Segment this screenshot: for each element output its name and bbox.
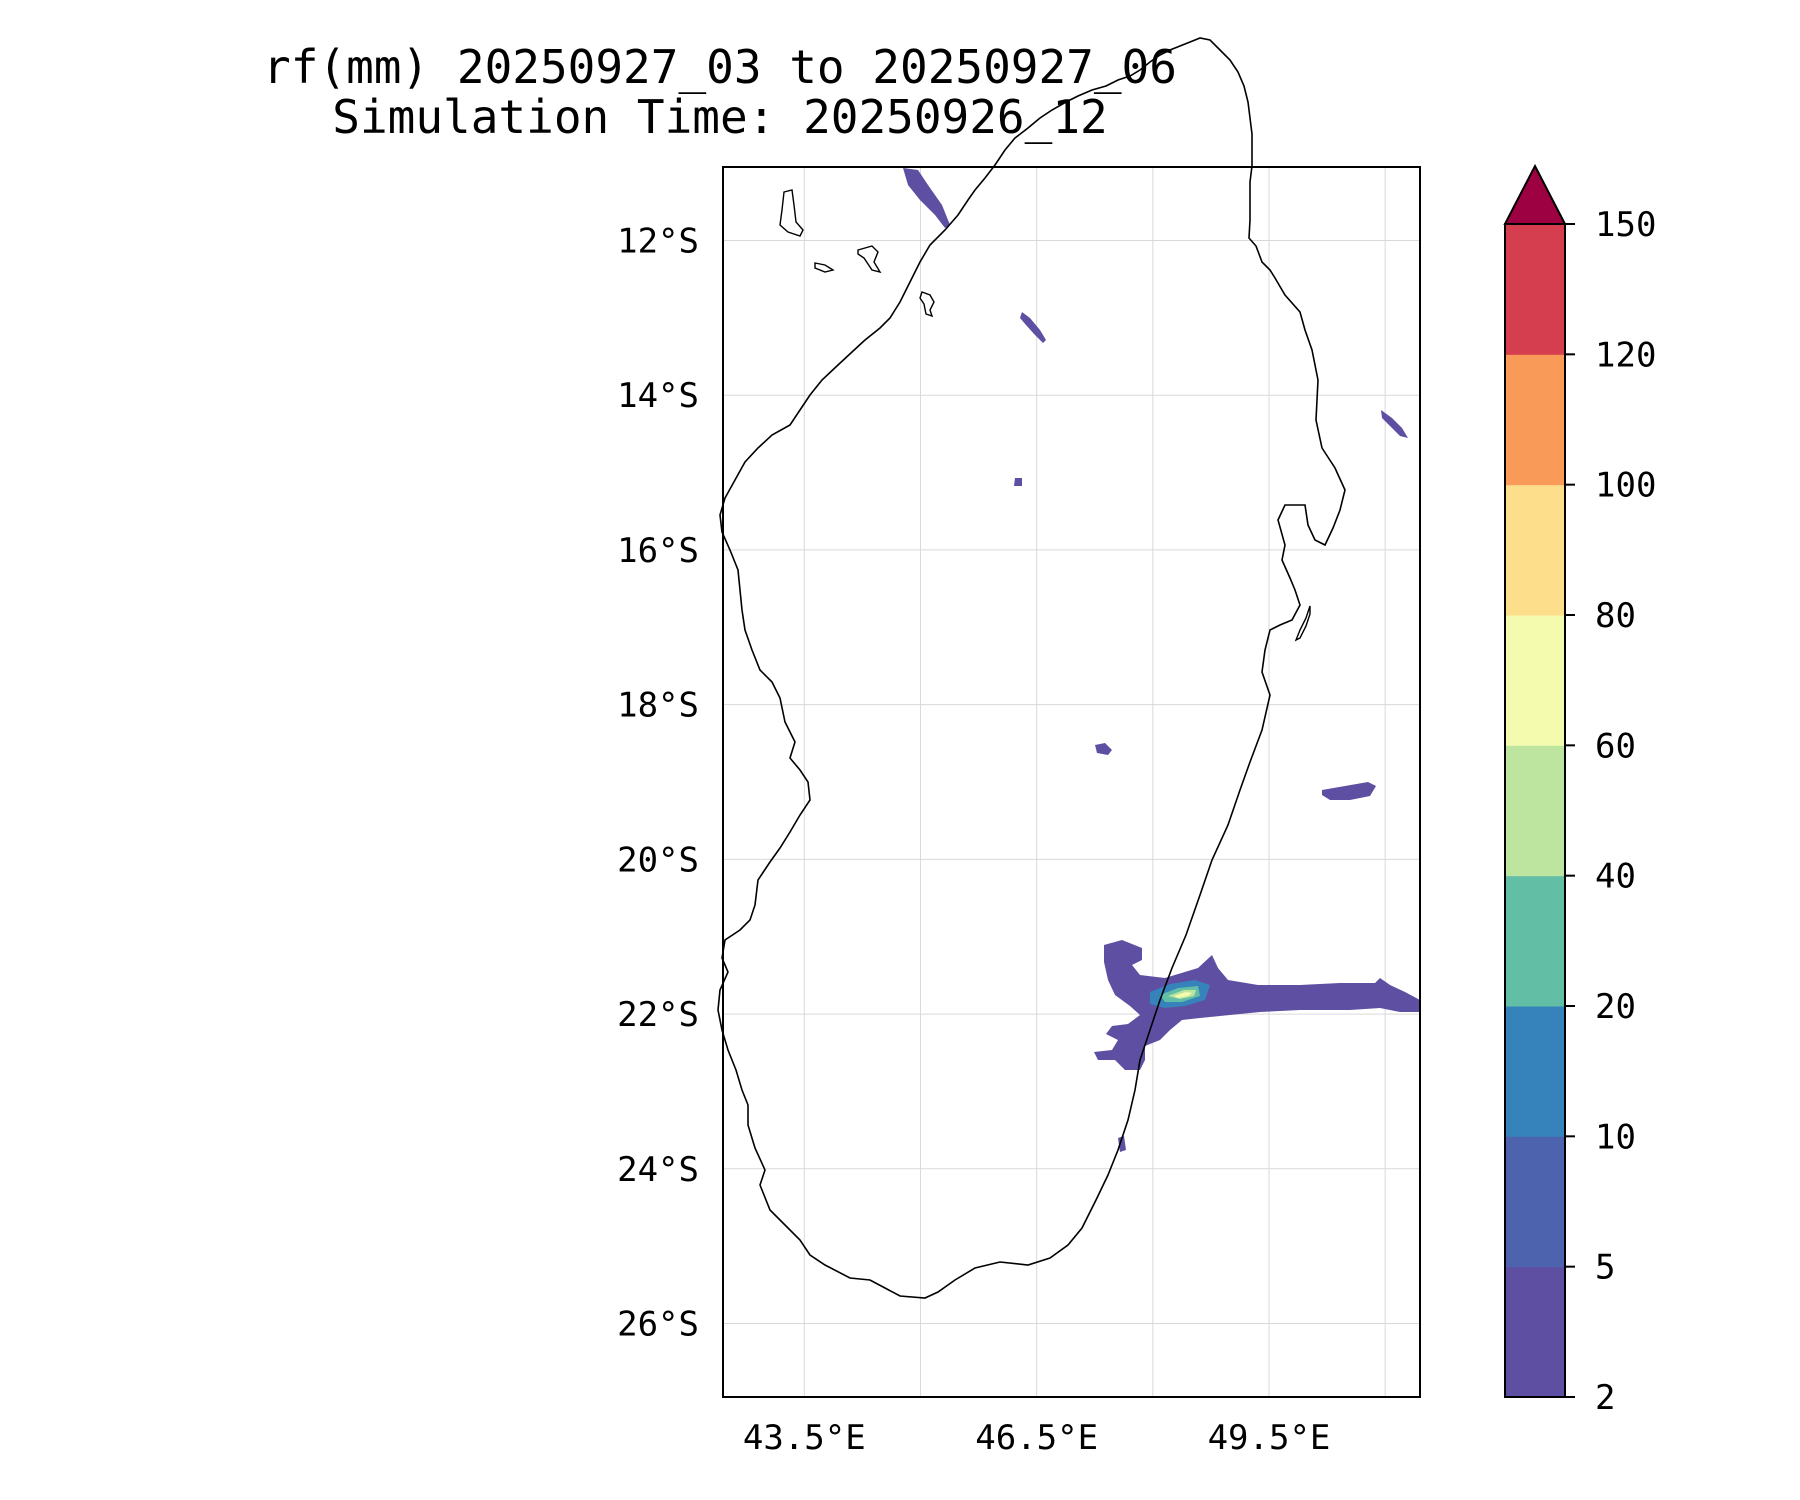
- colorbar-tick-label: 10: [1595, 1117, 1636, 1157]
- rain-patch-south-small: [1118, 1136, 1126, 1152]
- rainfall-patches: [903, 168, 1420, 1152]
- colorbar-segment: [1505, 484, 1565, 616]
- madagascar-coastline: [717, 37, 1346, 1299]
- colorbar-segment: [1505, 745, 1565, 877]
- colorbar-segment: [1505, 615, 1565, 746]
- island-moheli: [814, 262, 835, 273]
- colorbar-tick-label: 150: [1595, 205, 1656, 245]
- rain-band-core-yellow: [1174, 992, 1192, 998]
- rain-patch-north-3: [1381, 410, 1408, 438]
- title-line-1: rf(mm) 20250927_03 to 20250927_06: [263, 40, 1177, 94]
- longitude-labels: 43.5°E 46.5°E 49.5°E: [743, 1418, 1330, 1458]
- lat-tick-label: 22°S: [617, 995, 699, 1035]
- colorbar-tick-label: 120: [1595, 335, 1656, 375]
- rain-patch-north-2: [1020, 312, 1046, 343]
- island-grande-comore: [779, 189, 804, 237]
- colorbar-tick-label: 80: [1595, 596, 1636, 636]
- island-ste-marie: [1294, 605, 1311, 642]
- title-line-2: Simulation Time: 20250926_12: [332, 90, 1108, 144]
- coastline: [717, 37, 1346, 1299]
- lat-tick-label: 14°S: [617, 376, 699, 416]
- gridlines: [723, 167, 1420, 1397]
- colorbar: 2 5 10 20 40 60 80 100 120 150: [1503, 163, 1656, 1418]
- lat-tick-label: 16°S: [617, 531, 699, 571]
- colorbar-segment: [1505, 1136, 1565, 1268]
- island-anjouan: [857, 245, 882, 274]
- rain-patch-north-1: [903, 168, 950, 228]
- colorbar-tick-label: 20: [1595, 987, 1636, 1027]
- lat-tick-label: 18°S: [617, 686, 699, 726]
- rain-patch-nw-small: [1014, 478, 1022, 486]
- colorbar-segment: [1505, 224, 1565, 355]
- lon-tick-label: 46.5°E: [975, 1418, 1098, 1458]
- map-frame: [722, 166, 1421, 1398]
- rain-band-main: [1094, 940, 1420, 1070]
- rain-patch-east-ocean: [1322, 782, 1376, 800]
- colorbar-tick-label: 100: [1595, 466, 1656, 506]
- lat-tick-label: 24°S: [617, 1150, 699, 1190]
- lat-tick-label: 26°S: [617, 1305, 699, 1345]
- lat-tick-label: 20°S: [617, 840, 699, 880]
- colorbar-segment: [1505, 1006, 1565, 1137]
- colorbar-segment: [1505, 875, 1565, 1007]
- lon-tick-label: 43.5°E: [743, 1418, 866, 1458]
- lon-tick-label: 49.5°E: [1208, 1418, 1331, 1458]
- colorbar-segment: [1505, 354, 1565, 486]
- colorbar-segment: [1505, 1266, 1565, 1398]
- colorbar-tick-label: 2: [1595, 1378, 1615, 1418]
- latitude-labels: 12°S 14°S 16°S 18°S 20°S 22°S 24°S 26°S: [617, 221, 699, 1344]
- lat-tick-label: 12°S: [617, 221, 699, 261]
- colorbar-tick-label: 5: [1595, 1248, 1615, 1288]
- colorbar-extend-arrow: [1503, 163, 1567, 225]
- colorbar-tick-label: 60: [1595, 726, 1636, 766]
- rain-patch-east-small: [1095, 743, 1112, 755]
- island-mayotte: [919, 291, 935, 318]
- islands: [779, 189, 1311, 642]
- colorbar-tick-label: 40: [1595, 857, 1636, 897]
- colorbar-outline: [1504, 223, 1566, 1398]
